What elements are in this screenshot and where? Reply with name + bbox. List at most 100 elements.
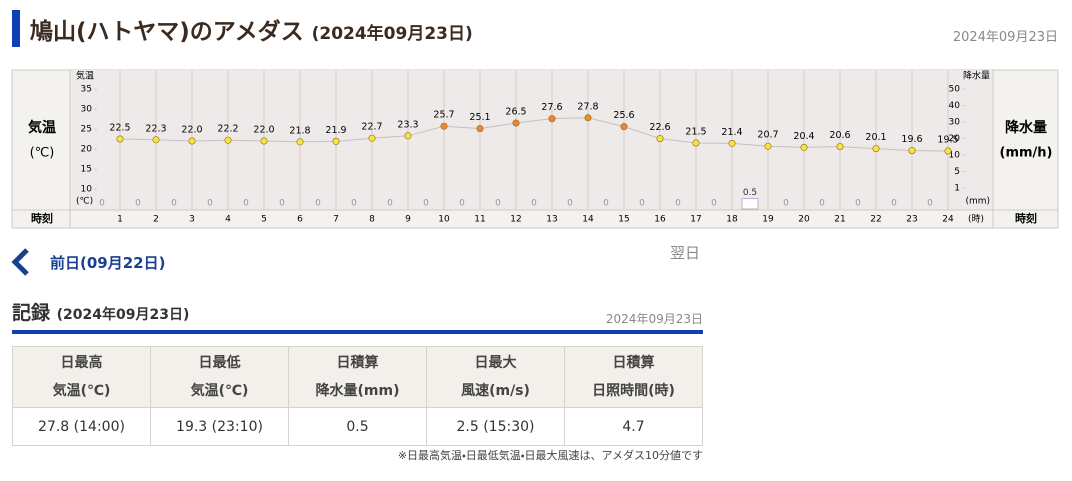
x-tick-label: 9 <box>405 215 411 225</box>
precip-label: 0 <box>171 199 177 209</box>
y2-tick-label: 20 <box>949 134 961 144</box>
temp-point <box>548 115 556 123</box>
page-title: 鳩山(ハトヤマ)のアメダス (2024年09月23日) <box>30 12 473 46</box>
header-cell: 日積算 降水量(mm) <box>288 346 427 408</box>
temp-label: 27.6 <box>541 102 562 113</box>
temp-point <box>260 137 268 145</box>
temp-point <box>224 136 232 144</box>
temp-label: 22.0 <box>181 125 202 136</box>
y-axis-unit: (℃) <box>76 197 93 207</box>
temp-label: 25.7 <box>433 110 454 121</box>
temp-point <box>188 137 196 145</box>
y2-tick-label: 5 <box>954 167 960 177</box>
x-tick-label: 5 <box>261 215 267 225</box>
value-cell: 2.5 (15:30) <box>426 407 565 446</box>
title-date: (2024年09月23日) <box>311 24 473 44</box>
x-tick-label: 17 <box>690 215 701 225</box>
precip-label: 0 <box>927 199 933 209</box>
precip-label: 0 <box>891 199 897 209</box>
value-cell: 0.5 <box>288 407 427 446</box>
temp-point <box>728 139 736 147</box>
x-tick-label: 3 <box>189 215 195 225</box>
temp-point <box>584 114 592 122</box>
temp-label: 19.5 <box>937 135 958 146</box>
y2-axis-unit: (mm) <box>965 197 990 207</box>
temp-label: 22.0 <box>253 125 274 136</box>
records-title-date: (2024年09月23日) <box>56 307 190 323</box>
x-tick-label: 14 <box>582 215 594 225</box>
precip-label: 0 <box>351 199 357 209</box>
x-tick-label: 1 <box>117 215 123 225</box>
precip-label: 0 <box>855 199 861 209</box>
y2-tick-label: 30 <box>949 118 961 128</box>
temp-label: 25.1 <box>469 112 490 123</box>
x-tick-label: 24 <box>942 215 954 225</box>
x-tick-label: 13 <box>546 215 557 225</box>
temp-label: 25.6 <box>613 110 634 121</box>
precip-label: 0 <box>531 199 537 209</box>
temp-point <box>368 134 376 142</box>
precip-label: 0.5 <box>743 188 757 198</box>
y-axis-title: 気温 <box>76 70 94 82</box>
x-tick-label: 4 <box>225 215 231 225</box>
temp-point <box>872 145 880 153</box>
x-tick-label: 23 <box>906 215 917 225</box>
x-tick-label: 16 <box>654 215 666 225</box>
header-text: 日最高 <box>60 355 103 371</box>
temp-point <box>152 136 160 144</box>
temp-point <box>332 137 340 145</box>
temp-label: 21.8 <box>289 125 310 136</box>
left-title: 気温 <box>28 119 56 136</box>
temp-point <box>404 132 412 140</box>
chart: 気温 (℃) 降水量 (mm/h) 気温 (℃) 降水量 (mm) 時刻 時刻 … <box>11 69 1059 229</box>
records-note: ※日最高気温・日最低気温・日最大風速は、アメダス10分値です <box>397 449 703 462</box>
y-tick-label: 30 <box>81 105 93 115</box>
value-row: 27.8 (14:00) 19.3 (23:10) 0.5 2.5 (15:30) 4.… <box>12 407 703 446</box>
next-link[interactable]: 翌日 <box>670 244 701 262</box>
x-tick-label: 18 <box>726 215 738 225</box>
header-text: 気温(℃) <box>190 383 249 399</box>
x-tick-label: 8 <box>369 215 375 225</box>
header-text: 日積算 <box>612 355 655 371</box>
temp-label: 27.8 <box>577 101 598 112</box>
title-text: 鳩山(ハトヤマ)のアメダス <box>30 19 304 45</box>
x-tick-label: 21 <box>834 215 845 225</box>
header-text: 日積算 <box>336 355 379 371</box>
plot-area <box>70 70 993 210</box>
temp-label: 22.2 <box>217 124 238 135</box>
precip-label: 0 <box>207 199 213 209</box>
prev-link[interactable]: 前日(09月22日) <box>50 254 166 272</box>
header-row: 日最高 気温(℃) 日最低 気温(℃) 日積算 降水量(mm) 日最大 風速(m/s) 日積算日… <box>12 346 703 408</box>
temp-label: 26.5 <box>505 107 526 118</box>
temp-label: 21.4 <box>721 127 742 138</box>
header-cell: 日積算 日照時間(時) <box>564 346 703 408</box>
temp-point <box>836 143 844 151</box>
precip-label: 0 <box>99 199 105 209</box>
precip-label: 0 <box>639 199 645 209</box>
precip-label: 0 <box>279 199 285 209</box>
y2-tick-label: 50 <box>949 85 961 95</box>
header-text: 気温(℃) <box>52 383 111 399</box>
title-bar <box>12 10 20 47</box>
precip-label: 0 <box>495 199 501 209</box>
value-cell: 4.7 <box>564 407 703 446</box>
y2-tick-label: 40 <box>949 101 961 111</box>
temp-point <box>800 143 808 151</box>
temp-label: 21.5 <box>685 127 706 138</box>
temp-label: 20.6 <box>829 130 850 141</box>
temp-point <box>440 122 448 130</box>
records-title-text: 記録 <box>12 302 51 324</box>
y2-tick-label: 10 <box>949 151 961 161</box>
header-cell: 日最大 風速(m/s) <box>426 346 565 408</box>
temp-point <box>116 135 124 143</box>
prev-chevron[interactable] <box>10 247 32 277</box>
header-cell: 日最低 気温(℃) <box>150 346 289 408</box>
y-tick-label: 20 <box>81 145 93 155</box>
temp-point <box>764 142 772 150</box>
precip-label: 0 <box>135 199 141 209</box>
temp-label: 22.5 <box>109 123 130 134</box>
records-title: 記録 (2024年09月23日) <box>12 298 189 325</box>
y2-tick-label: 1 <box>954 184 960 194</box>
temp-label: 23.3 <box>397 119 418 130</box>
temp-point <box>656 135 664 143</box>
